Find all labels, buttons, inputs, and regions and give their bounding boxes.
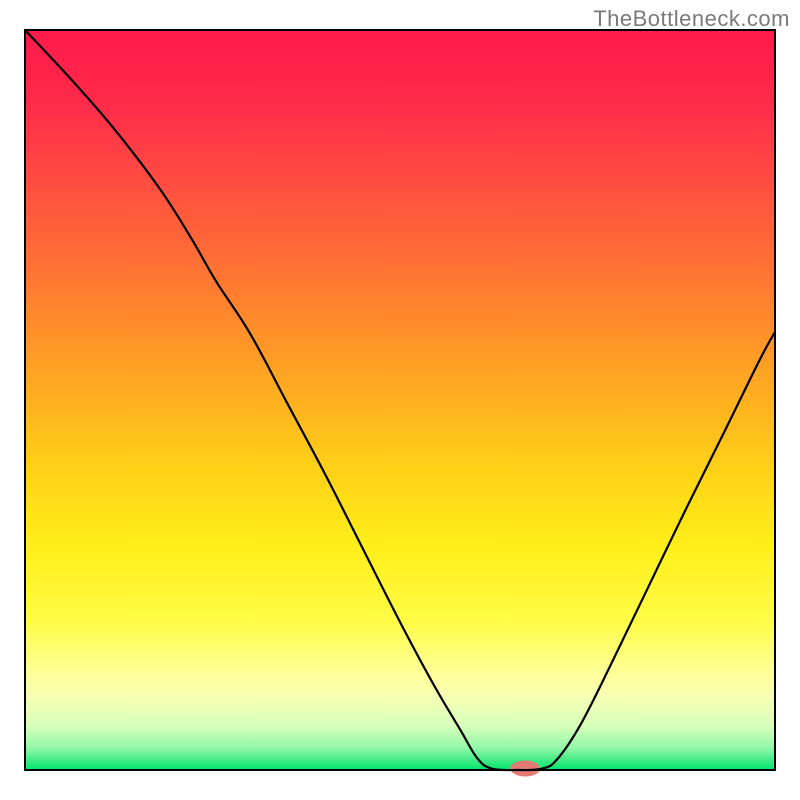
gradient-background — [25, 30, 775, 770]
bottleneck-chart: TheBottleneck.com — [0, 0, 800, 800]
watermark-text: TheBottleneck.com — [593, 6, 790, 32]
chart-svg — [0, 0, 800, 800]
